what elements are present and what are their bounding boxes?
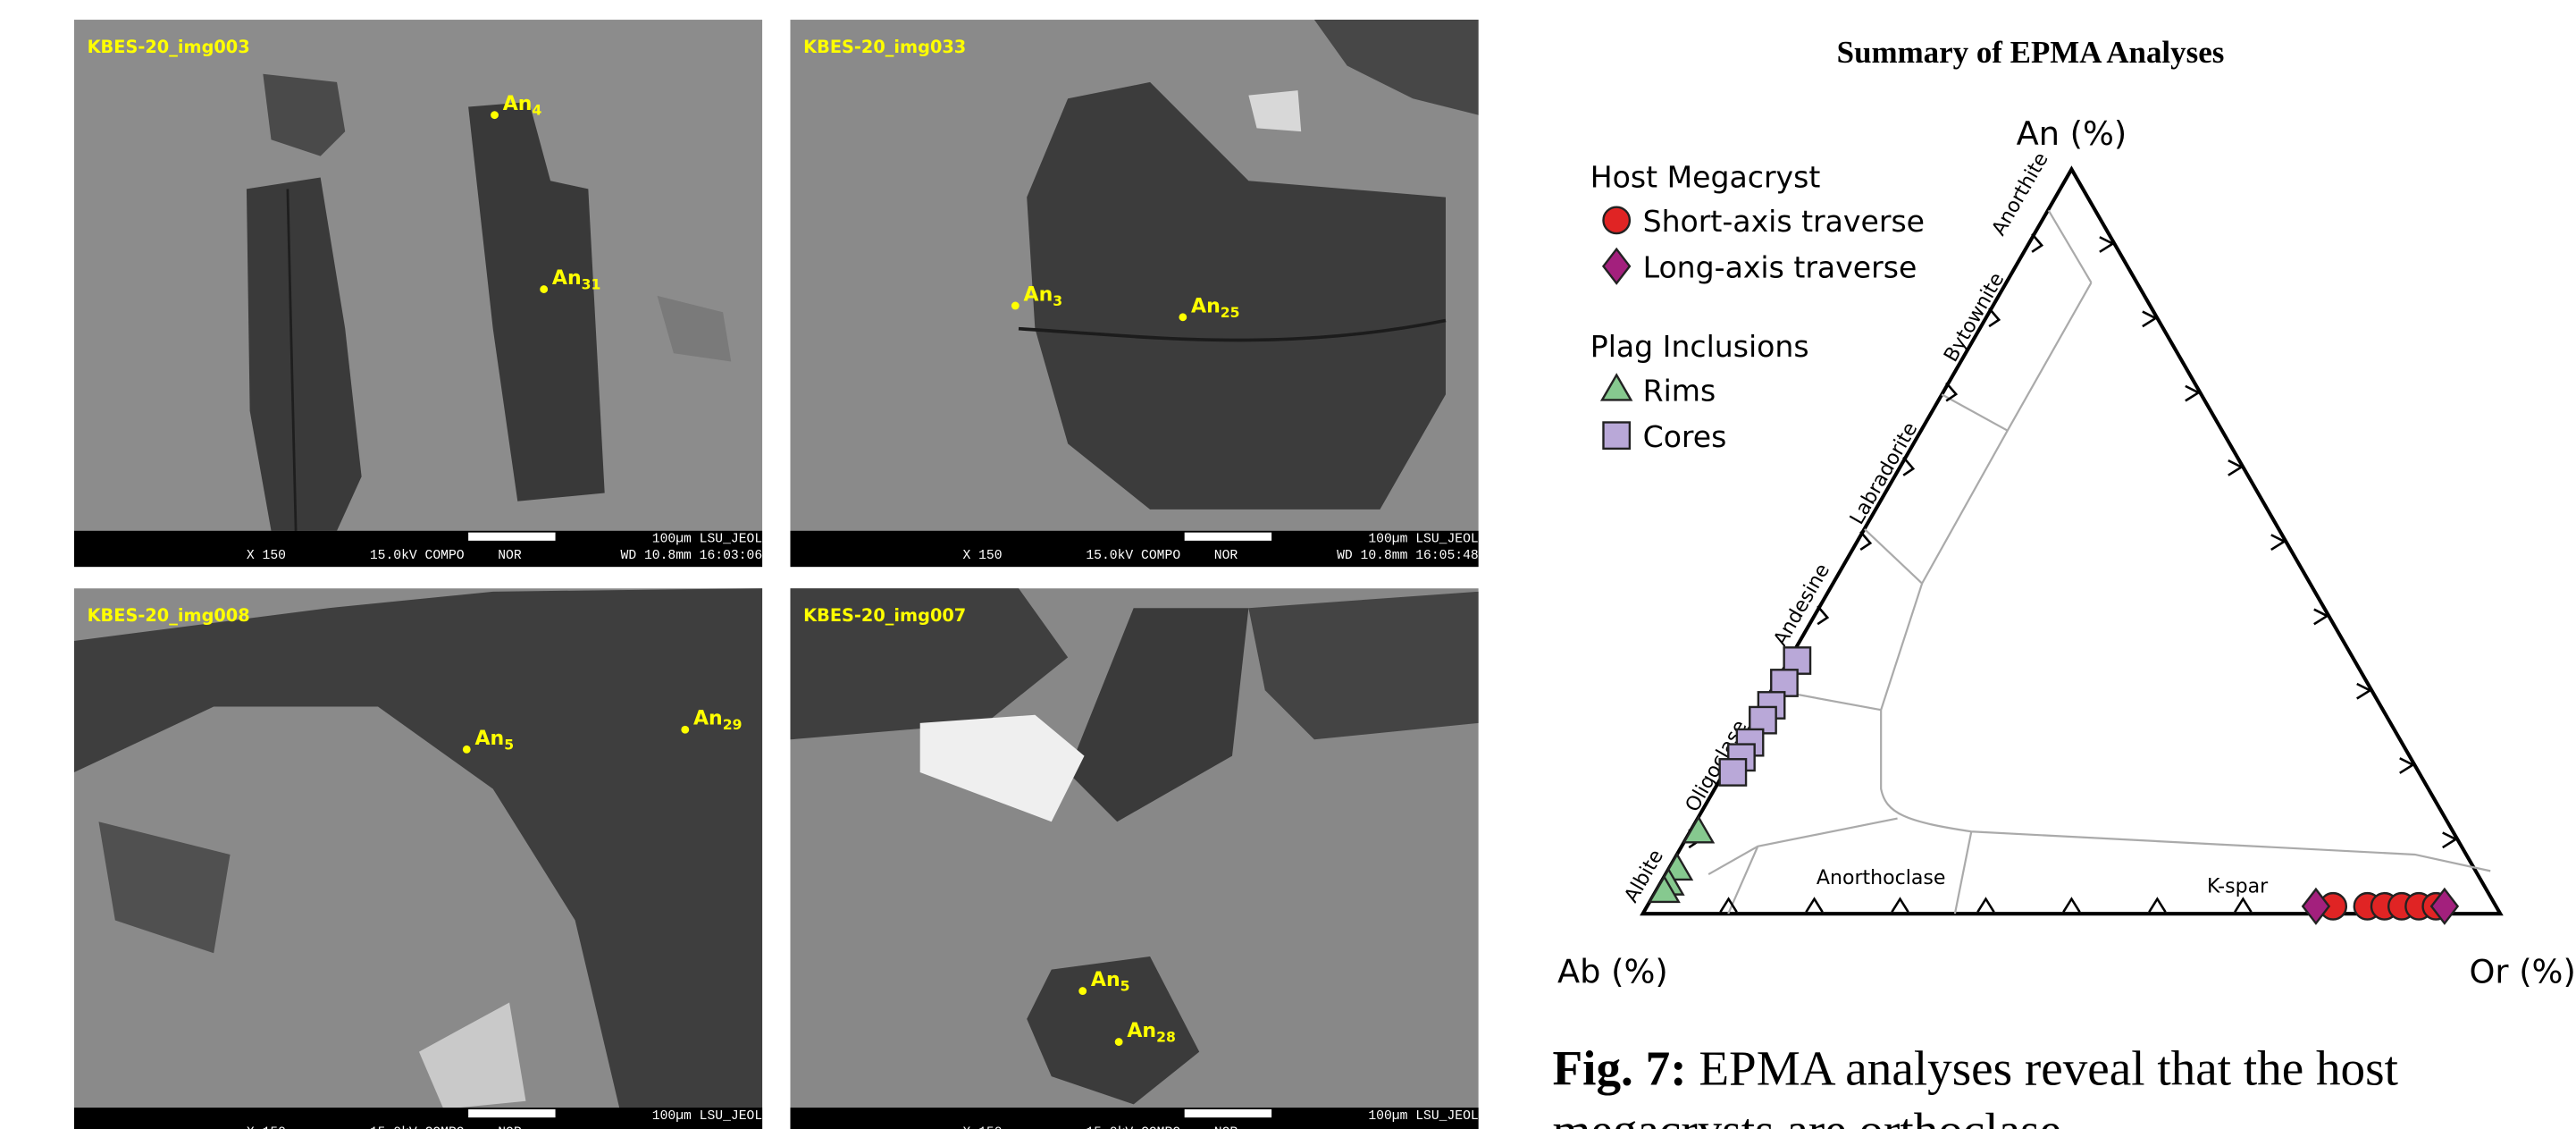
info-text: 100µm LSU_JEOL	[1368, 1109, 1478, 1124]
sem-image	[790, 20, 1478, 567]
tick	[2149, 899, 2165, 913]
caption-space	[1687, 1041, 1699, 1095]
annotation-base: An	[503, 93, 533, 115]
annotation-dot	[540, 285, 548, 293]
legend-label: Short-axis traverse	[1643, 204, 1925, 239]
sem-image	[790, 588, 1478, 1129]
info-text: X 150	[962, 549, 1002, 563]
tick	[2032, 234, 2042, 252]
annotation-dot	[1011, 302, 1019, 310]
panel-id: KBES-20_img003	[88, 37, 250, 57]
info-text: 15.0kV COMPO	[1086, 549, 1180, 563]
annotation-base: An	[552, 267, 582, 290]
annotation-sub: 5	[504, 737, 514, 753]
legend-marker	[1603, 422, 1629, 448]
field-label: Anorthoclase	[1817, 867, 1946, 889]
diagram-title: Summary of EPMA Analyses	[1837, 35, 2225, 70]
panel-id: KBES-20_img008	[88, 605, 250, 626]
legend-label: Cores	[1643, 419, 1727, 454]
legend-marker	[1603, 207, 1629, 233]
legend-heading: Host Megacryst	[1590, 160, 1821, 195]
annotation-base: An	[1091, 969, 1120, 991]
annotation-sub: 29	[723, 717, 743, 733]
annotation-base: An	[1127, 1020, 1156, 1042]
legend-label: Long-axis traverse	[1643, 250, 1917, 285]
info-text: X 150	[247, 549, 286, 563]
caption: megacrysts are orthoclase	[1552, 1103, 2061, 1129]
annotation-base: An	[693, 708, 723, 730]
annotation-dot	[463, 746, 471, 754]
field-label: Bytownite	[1940, 269, 2009, 366]
caption-label: Fig. 7:	[1552, 1041, 1686, 1095]
info-text: WD 10.8mm 16:05:48	[1337, 549, 1479, 563]
annotation-dot	[681, 726, 689, 734]
annotation-base: An	[474, 728, 504, 750]
annotation-sub: 4	[532, 103, 541, 119]
sem-image	[74, 588, 762, 1129]
annotation-base: An	[1024, 283, 1053, 306]
tick	[1817, 606, 1827, 624]
data-point	[2303, 889, 2328, 923]
field-label: Anorthite	[1988, 149, 2053, 240]
info-text: 15.0kV COMPO	[1086, 1125, 1180, 1129]
apex-label: Ab (%)	[1557, 952, 1668, 990]
legend-marker	[1602, 375, 1631, 400]
info-text: WD 10.8mm 16:03:06	[621, 549, 763, 563]
caption-text: EPMA analyses reveal that the host	[1699, 1041, 2398, 1095]
data-point	[1684, 817, 1713, 842]
tick	[1977, 899, 1993, 913]
tick	[1892, 899, 1908, 913]
annotation-sub: 31	[582, 277, 601, 293]
legend-heading: Plag Inclusions	[1590, 329, 1809, 364]
panel-id: KBES-20_img033	[803, 37, 966, 57]
scale-bar	[468, 1109, 555, 1117]
panel-id: KBES-20_img007	[803, 605, 966, 626]
tick	[1806, 899, 1822, 913]
field-label: Labradorite	[1846, 419, 1922, 529]
data-point	[1720, 759, 1746, 785]
info-text: X 150	[247, 1125, 286, 1129]
annotation-dot	[1179, 313, 1187, 321]
legend-marker	[1603, 249, 1629, 283]
annotation-sub: 3	[1053, 293, 1062, 309]
field-label: K-spar	[2207, 875, 2269, 897]
annotation-sub: 28	[1156, 1030, 1176, 1046]
info-text: 100µm LSU_JEOL	[1368, 533, 1478, 547]
info-text: NOR	[498, 1125, 522, 1129]
info-text: NOR	[1214, 549, 1238, 563]
info-text: 15.0kV COMPO	[370, 549, 465, 563]
caption: Fig. 7: EPMA analyses reveal that the ho…	[1552, 1041, 2397, 1095]
info-text: 100µm LSU_JEOL	[652, 533, 762, 547]
info-text: NOR	[498, 549, 522, 563]
info-text: NOR	[1214, 1125, 1238, 1129]
tick	[2235, 899, 2251, 913]
tick	[2063, 899, 2079, 913]
body: KBES-20_img003An4An31X 15015.0kV COMPONO…	[0, 0, 2576, 1129]
info-text: X 150	[962, 1125, 1002, 1129]
scale-bar	[1185, 1109, 1271, 1117]
annotation-dot	[491, 111, 499, 119]
scale-bar	[468, 533, 555, 541]
annotation-dot	[1078, 987, 1087, 995]
sem-image	[74, 20, 762, 567]
info-text: 15.0kV COMPO	[370, 1125, 465, 1129]
annotation-sub: 5	[1120, 979, 1130, 995]
legend-label: Rims	[1643, 374, 1716, 409]
annotation-base: An	[1191, 295, 1221, 317]
apex-label: An (%)	[2017, 114, 2127, 153]
scale-bar	[1185, 533, 1271, 541]
info-text: 100µm LSU_JEOL	[652, 1109, 762, 1124]
annotation-dot	[1115, 1038, 1123, 1046]
page: EPMA figure {"panels": [ {"id": "KBES-20…	[0, 0, 2576, 1129]
figure: KBES-20_img003An4An31X 15015.0kV COMPONO…	[0, 0, 2576, 1129]
apex-label: Or (%)	[2470, 952, 2576, 990]
annotation-sub: 25	[1221, 305, 1240, 321]
